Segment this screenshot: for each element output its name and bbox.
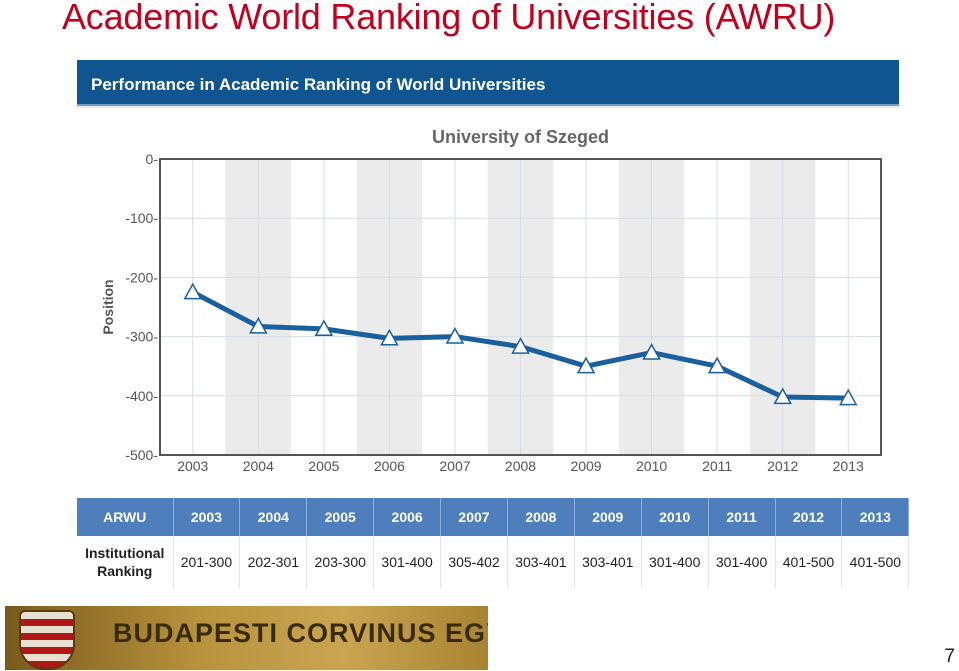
table-header-year: 2008 bbox=[507, 498, 575, 536]
x-tick-label: 2004 bbox=[243, 458, 274, 474]
slide-title: Academic World Ranking of Universities (… bbox=[62, 0, 836, 37]
x-tick-label: 2008 bbox=[505, 458, 536, 474]
table-header-year: 2007 bbox=[440, 498, 508, 536]
table-cell: 202-301 bbox=[239, 536, 308, 588]
x-tick-label: 2003 bbox=[177, 458, 208, 474]
table-cell: 303-401 bbox=[574, 536, 642, 588]
row-label: Institutional Ranking bbox=[77, 536, 174, 588]
table-header-year: 2005 bbox=[306, 498, 375, 536]
table-header-row: ARWU 2003 2004 2005 2006 2007 2008 2009 2010 2011… bbox=[77, 498, 910, 536]
table-cell: 301-400 bbox=[641, 536, 709, 588]
data-point bbox=[642, 343, 661, 360]
y-tick-label: -100- bbox=[125, 210, 158, 226]
line-chart: University of Szeged 0- -100- -200- -300- -40… bbox=[100, 127, 882, 474]
x-tick-label: 2013 bbox=[833, 458, 864, 474]
y-tick-label: 0- bbox=[146, 151, 159, 167]
chart-area: University of Szeged 0- -100- -200- -300- -40… bbox=[77, 108, 899, 493]
data-point bbox=[183, 282, 203, 300]
y-tick-label: -200- bbox=[125, 269, 158, 285]
university-banner: BUDAPESTI CORVINUS EGYETEM bbox=[5, 606, 488, 670]
plot-frame bbox=[159, 158, 882, 456]
data-point bbox=[511, 337, 530, 354]
table-row: Institutional Ranking 201-300 202-301 203-3… bbox=[77, 536, 910, 588]
table-cell: 201-300 bbox=[173, 536, 241, 588]
data-point bbox=[707, 356, 727, 374]
table-cell: 401-500 bbox=[841, 536, 910, 588]
data-point bbox=[838, 388, 858, 406]
x-tick-label: 2006 bbox=[374, 458, 405, 474]
page-number: 7 bbox=[944, 646, 955, 667]
y-tick-label: -400- bbox=[125, 388, 158, 404]
x-tick-label: 2005 bbox=[308, 458, 339, 474]
table-header-year: 2012 bbox=[775, 498, 843, 536]
table-cell: 305-402 bbox=[440, 536, 508, 588]
table-header-year: 2013 bbox=[841, 498, 910, 536]
table-header-label: ARWU bbox=[77, 498, 174, 536]
chart-panel: Performance in Academic Ranking of World… bbox=[77, 60, 899, 493]
table-cell: 303-401 bbox=[507, 536, 575, 588]
y-tick-label: -300- bbox=[125, 329, 158, 345]
table-header-year: 2003 bbox=[173, 498, 241, 536]
y-tick-label: -500- bbox=[125, 447, 158, 463]
banner-text: BUDAPESTI CORVINUS EGYETEM bbox=[113, 618, 488, 648]
table-cell: 401-500 bbox=[775, 536, 843, 588]
data-point bbox=[380, 328, 399, 346]
data-point bbox=[249, 316, 268, 334]
x-tick-label: 2012 bbox=[767, 458, 798, 474]
panel-header: Performance in Academic Ranking of World… bbox=[77, 60, 899, 106]
data-point bbox=[445, 327, 465, 344]
table-header-year: 2011 bbox=[708, 498, 776, 536]
table-header-year: 2010 bbox=[641, 498, 709, 536]
y-axis-label: Position bbox=[100, 279, 116, 334]
data-point bbox=[773, 387, 792, 405]
ranking-table: ARWU 2003 2004 2005 2006 2007 2008 2009 2010 2011… bbox=[77, 498, 910, 588]
x-tick-label: 2010 bbox=[636, 458, 667, 474]
table-header-year: 2004 bbox=[239, 498, 308, 536]
chart-title: University of Szeged bbox=[432, 127, 609, 147]
x-tick-label: 2009 bbox=[570, 458, 601, 474]
table-cell: 301-400 bbox=[373, 536, 442, 588]
data-point bbox=[314, 319, 334, 337]
table-cell: 301-400 bbox=[708, 536, 776, 588]
x-tick-label: 2007 bbox=[439, 458, 470, 474]
table-cell: 203-300 bbox=[306, 536, 375, 588]
data-point bbox=[576, 356, 596, 374]
x-tick-label: 2011 bbox=[702, 458, 732, 474]
table-header-year: 2006 bbox=[373, 498, 442, 536]
crest-icon bbox=[19, 610, 75, 670]
table-header-year: 2009 bbox=[574, 498, 642, 536]
